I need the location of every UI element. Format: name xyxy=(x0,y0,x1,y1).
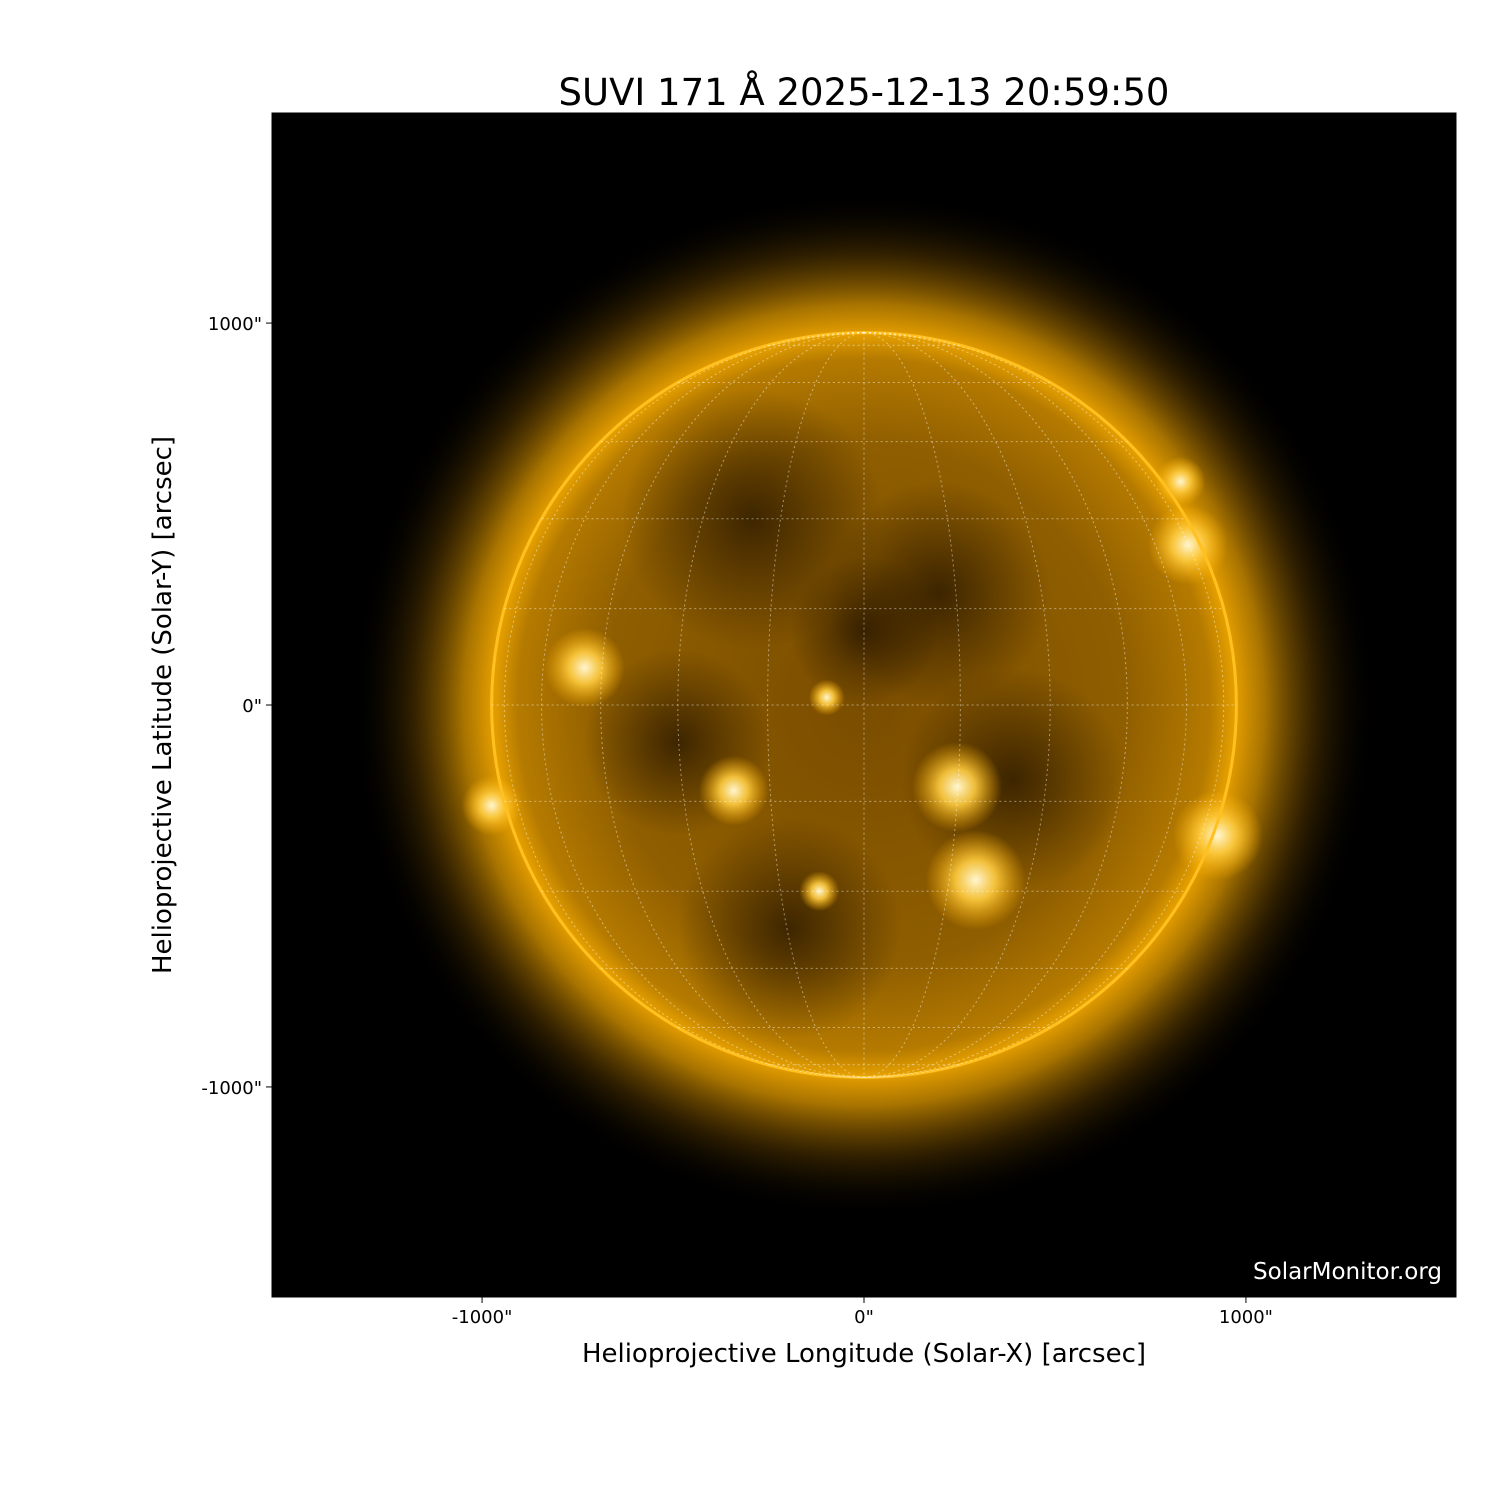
coronal-hole xyxy=(789,556,939,705)
solar-image: SolarMonitor.org xyxy=(272,113,1456,1297)
active-region xyxy=(912,741,1003,832)
longitude-line xyxy=(767,332,865,1078)
active-region xyxy=(1147,504,1228,585)
longitude-line xyxy=(677,332,865,1078)
active-region xyxy=(461,775,522,836)
x-tick-label: -1000" xyxy=(452,1307,513,1328)
active-region xyxy=(808,679,845,716)
x-tick-label: 1000" xyxy=(1219,1307,1273,1328)
solar-limb xyxy=(490,331,1238,1079)
active-region xyxy=(925,830,1026,931)
longitude-line xyxy=(600,332,865,1078)
longitude-line xyxy=(863,332,961,1078)
heliographic-grid xyxy=(491,332,1237,1078)
longitude-line xyxy=(863,332,1128,1078)
x-axis-label: Helioprojective Longitude (Solar-X) [arc… xyxy=(582,1339,1146,1369)
x-tick-label: 0" xyxy=(854,1307,874,1328)
active-region xyxy=(1172,790,1263,881)
chart-title: SUVI 171 Å 2025-12-13 20:59:50 xyxy=(559,70,1170,114)
longitude-line xyxy=(863,332,1225,1078)
y-tick-label: 0" xyxy=(242,696,262,717)
longitude-line xyxy=(541,332,865,1078)
longitude-line xyxy=(863,332,1051,1078)
longitude-line xyxy=(863,332,1187,1078)
active-region xyxy=(1155,456,1206,507)
longitude-line xyxy=(503,332,865,1078)
watermark: SolarMonitor.org xyxy=(1253,1259,1442,1285)
y-tick-label: 1000" xyxy=(208,314,262,335)
active-region xyxy=(544,627,625,708)
y-tick-label: -1000" xyxy=(201,1078,262,1099)
coronal-hole xyxy=(677,816,902,1041)
active-region xyxy=(698,755,769,826)
y-axis-label: Helioprojective Latitude (Solar-Y) [arcs… xyxy=(148,436,178,974)
active-region xyxy=(799,871,840,912)
